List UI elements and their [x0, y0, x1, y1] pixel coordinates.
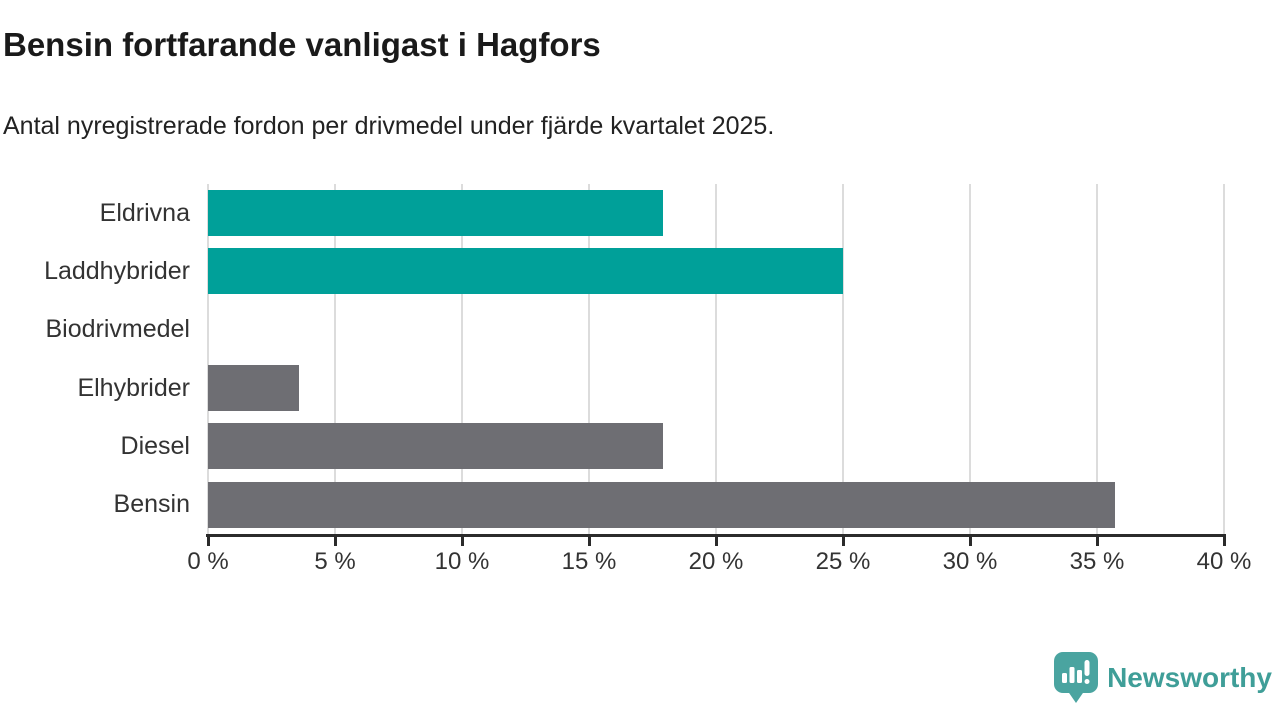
bar-row-elhybrider [208, 359, 1224, 417]
x-tick-label-20: 20 % [688, 548, 744, 575]
newsworthy-speech-bubble-icon [1054, 652, 1099, 703]
bar-laddhybrider [208, 248, 843, 295]
x-tick-label-15: 15 % [561, 548, 617, 575]
bar-row-eldrivna [208, 184, 1224, 242]
x-tick-label-10: 10 % [434, 548, 490, 575]
x-tick-mark-35 [1095, 537, 1099, 546]
gridline-15 [588, 184, 590, 534]
x-axis-line [206, 534, 1226, 537]
bar-row-bensin [208, 476, 1224, 534]
x-tick-mark-30 [968, 537, 972, 546]
bar-bensin [208, 481, 1115, 528]
x-tick-mark-25 [841, 537, 845, 546]
gridline-10 [461, 184, 463, 534]
gridline-20 [715, 184, 717, 534]
category-label-column: Eldrivna Laddhybrider Biodrivmedel Elhybrid… [0, 184, 190, 534]
x-tick-label-35: 35 % [1069, 548, 1125, 575]
x-tick-mark-5 [333, 537, 337, 546]
category-label-diesel: Diesel [120, 431, 190, 460]
bar-row-laddhybrider [208, 242, 1224, 300]
gridline-5 [334, 184, 336, 534]
gridline-35 [1096, 184, 1098, 534]
category-label-eldrivna: Eldrivna [99, 198, 190, 227]
bar-elhybrider [208, 365, 300, 412]
x-tick-mark-0 [206, 537, 210, 546]
category-label-laddhybrider: Laddhybrider [44, 256, 190, 285]
bar-row-diesel [208, 417, 1224, 475]
x-tick-mark-10 [460, 537, 464, 546]
newsworthy-logo: Newsworthy [1054, 652, 1272, 704]
x-tick-label-30: 30 % [942, 548, 998, 575]
x-tick-mark-20 [714, 537, 718, 546]
category-label-bensin: Bensin [113, 490, 190, 519]
x-tick-mark-40 [1222, 537, 1226, 546]
category-label-biodrivmedel: Biodrivmedel [45, 315, 190, 344]
chart-subtitle: Antal nyregistrerade fordon per drivmede… [3, 112, 775, 140]
gridline-0 [207, 184, 209, 534]
gridline-40 [1223, 184, 1225, 534]
bar-diesel [208, 423, 663, 470]
chart-title: Bensin fortfarande vanligast i Hagfors [3, 26, 601, 63]
x-tick-label-25: 25 % [815, 548, 871, 575]
x-tick-label-5: 5 % [314, 548, 356, 575]
bar-row-biodrivmedel [208, 301, 1224, 359]
x-tick-label-0: 0 % [187, 548, 229, 575]
plot-area [207, 184, 1225, 534]
x-tick-label-40: 40 % [1196, 548, 1252, 575]
gridline-25 [842, 184, 844, 534]
category-label-elhybrider: Elhybrider [77, 373, 190, 402]
bar-eldrivna [208, 190, 663, 237]
newsworthy-logo-text: Newsworthy [1107, 662, 1272, 693]
gridline-30 [969, 184, 971, 534]
x-tick-mark-15 [587, 537, 591, 546]
